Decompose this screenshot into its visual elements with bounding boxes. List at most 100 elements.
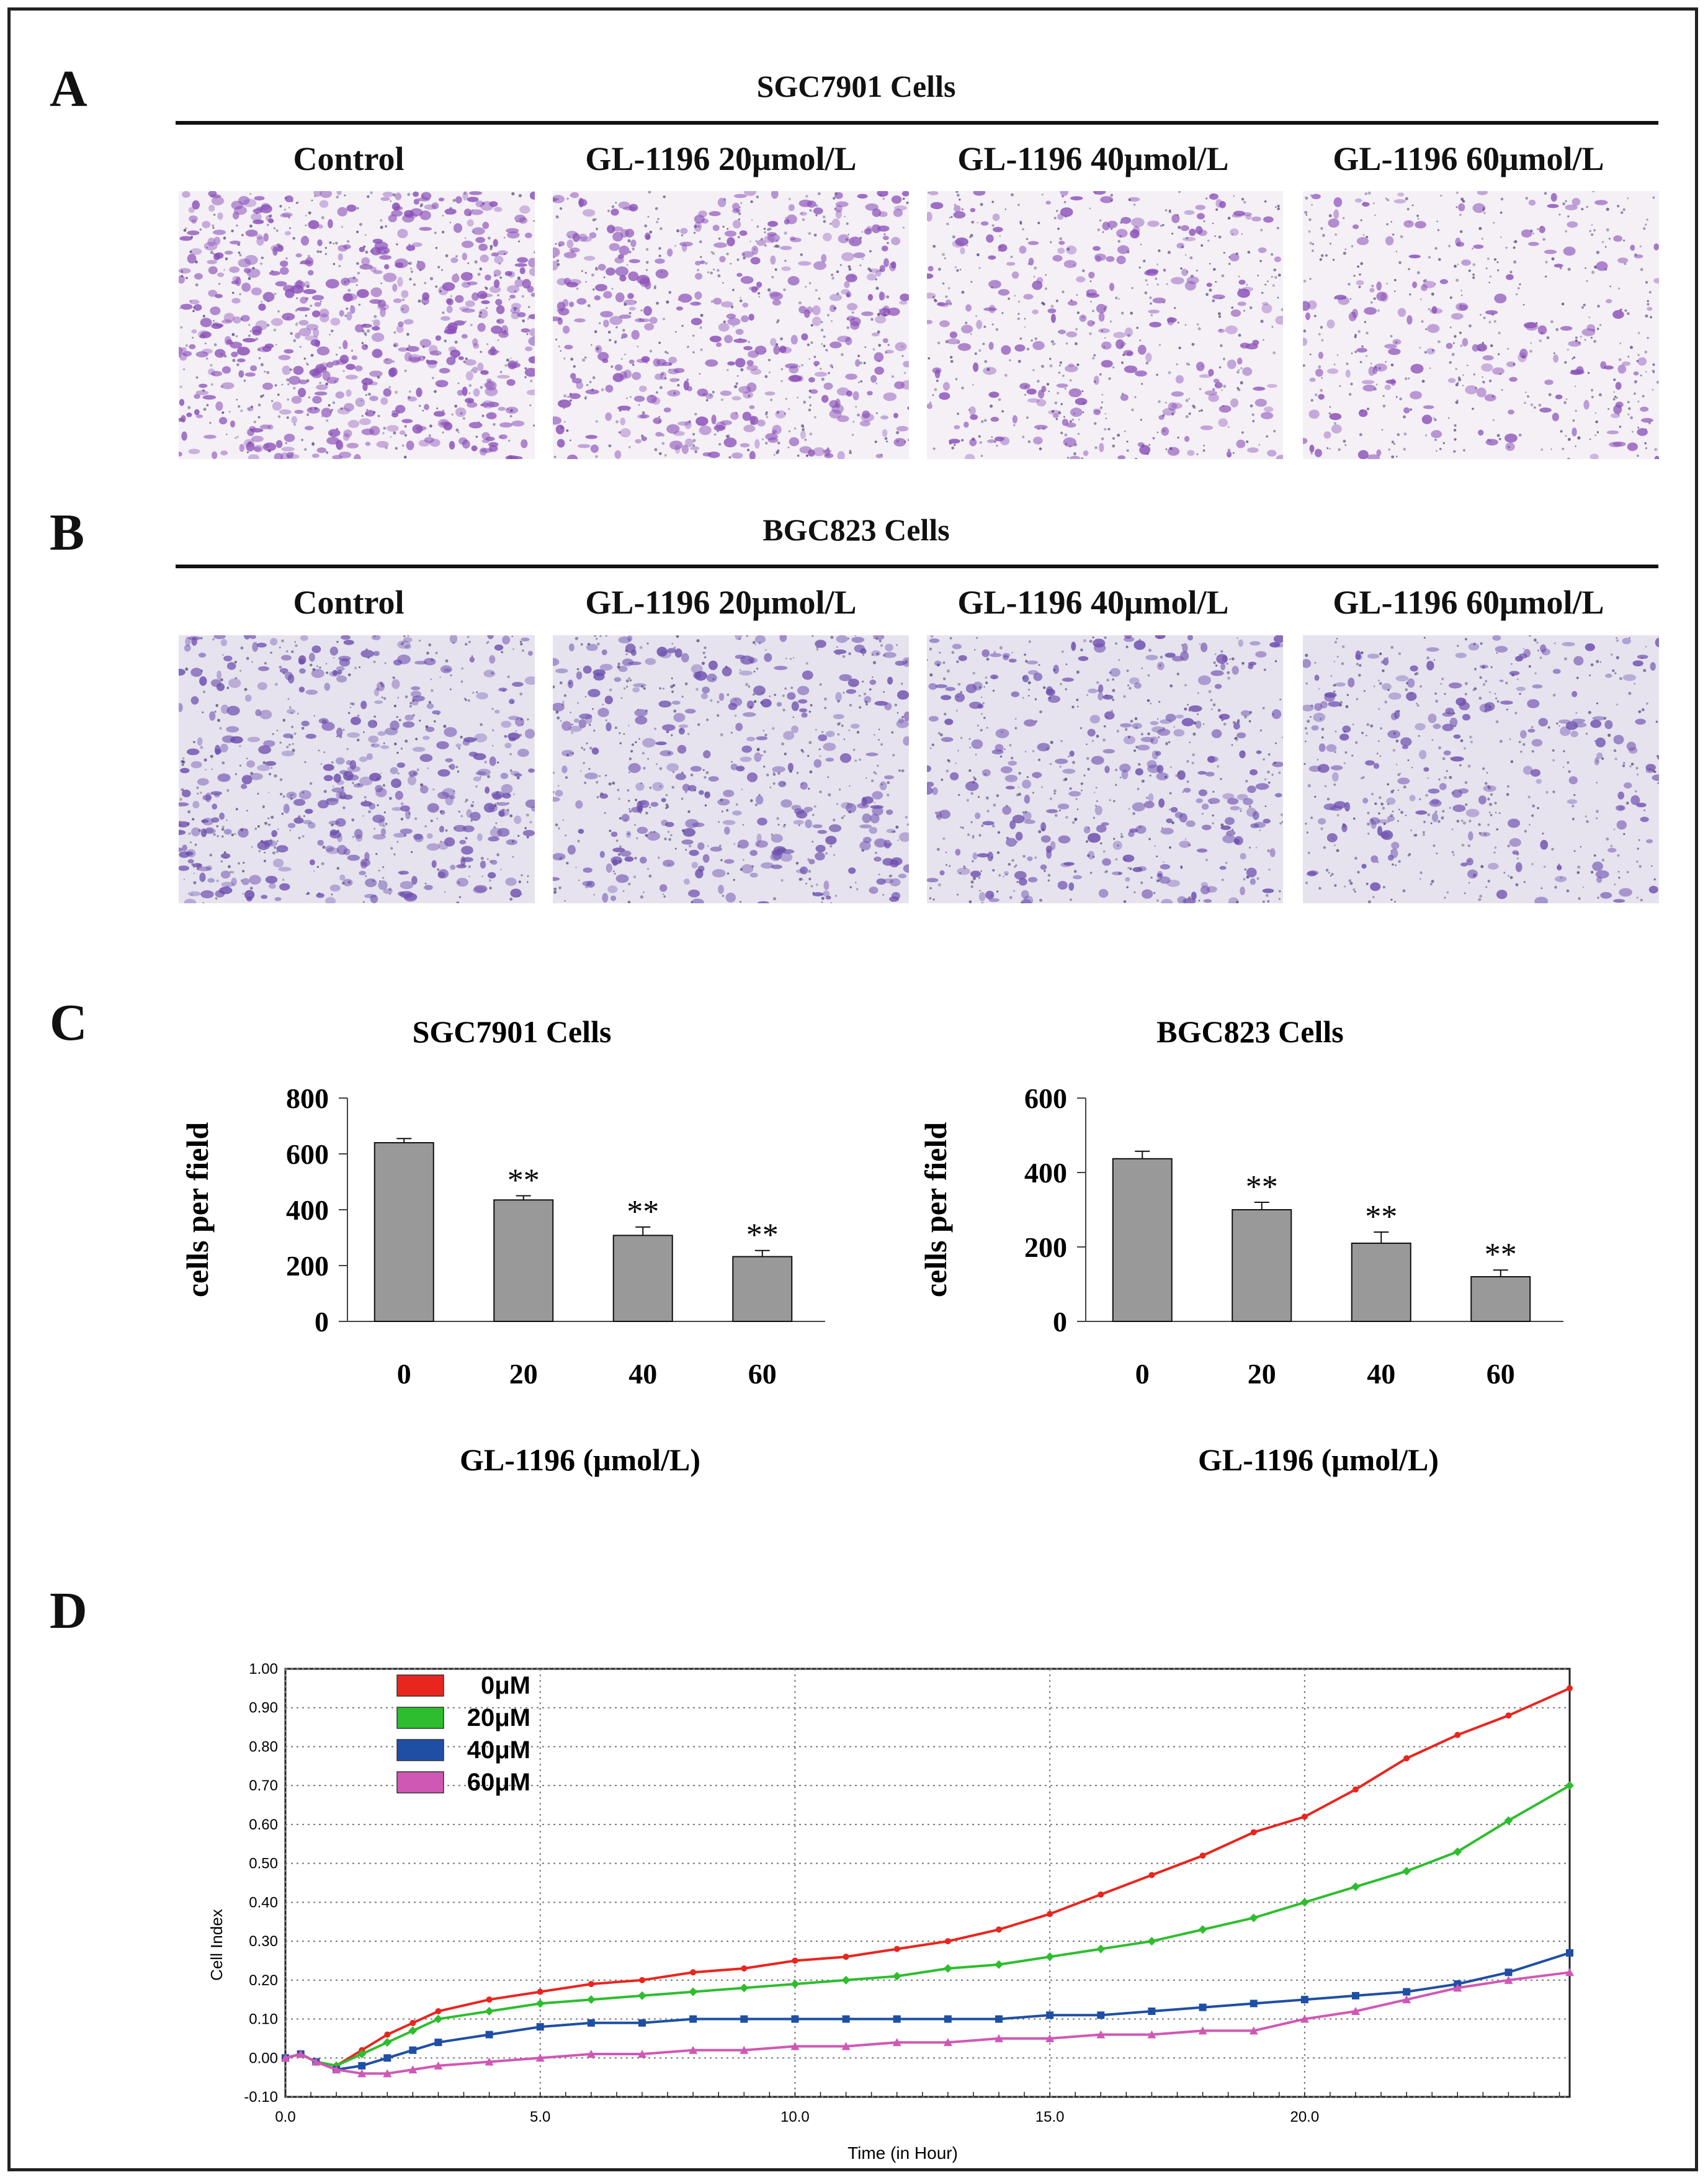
micrograph-background — [1303, 635, 1659, 903]
y-tick-label: 200 — [286, 1250, 329, 1282]
series-point-3 — [535, 2053, 545, 2062]
x-tick-label: 0.0 — [275, 2109, 295, 2125]
series-point-3 — [790, 2042, 800, 2050]
series-point-0 — [843, 1954, 849, 1960]
series-point-3 — [383, 2069, 392, 2078]
legend-label: 20μM — [467, 1704, 530, 1731]
x-tick-label: 60 — [748, 1358, 777, 1390]
series-point-3 — [408, 2065, 418, 2074]
micrograph-b-20 — [553, 635, 909, 903]
series-point-2 — [689, 2015, 697, 2023]
series-point-1 — [1198, 1925, 1207, 1934]
series-point-1 — [638, 1991, 646, 2000]
series-point-3 — [1351, 2007, 1360, 2015]
series-point-1 — [1300, 1898, 1309, 1907]
legend-label: 40μM — [467, 1736, 530, 1764]
micrograph-pores — [927, 635, 1283, 903]
series-point-2 — [1097, 2011, 1105, 2019]
series-point-2 — [1403, 1988, 1411, 1996]
series-point-2 — [1250, 1999, 1258, 2008]
x-tick-label: 15.0 — [1035, 2109, 1065, 2125]
series-point-1 — [995, 1960, 1003, 1969]
series-point-0 — [486, 1996, 493, 2003]
series-line-3 — [285, 1971, 1570, 2075]
micrograph-image — [1303, 635, 1659, 903]
panel-b-col-label: GL-1196 40μmol/L — [957, 584, 1229, 621]
micrograph-a-40 — [927, 191, 1283, 459]
panel-a-col-label: Control — [293, 140, 405, 177]
series-point-1 — [434, 2014, 443, 2024]
series-point-3 — [1402, 1995, 1411, 2004]
y-tick-label: 1.00 — [249, 1661, 278, 1677]
series-point-3 — [296, 2050, 305, 2058]
series-point-1 — [892, 1972, 901, 1981]
micrograph-image — [553, 191, 909, 459]
series-line-2 — [285, 1951, 1570, 2071]
series-point-0 — [690, 1969, 697, 1976]
legend-label: 0μM — [481, 1672, 530, 1699]
bar — [373, 1142, 434, 1322]
plot-area — [284, 1668, 1571, 2098]
y-tick-label: 0.00 — [249, 2050, 278, 2066]
series-point-1 — [1249, 1913, 1258, 1923]
micrograph-a-control — [179, 191, 535, 459]
series-point-0 — [1353, 1786, 1359, 1793]
panel-b-letter: B — [50, 504, 85, 561]
bar — [1232, 1209, 1292, 1322]
panel-a-title: SGC7901 Cells — [756, 69, 956, 104]
series-point-0 — [1505, 1712, 1512, 1719]
series-point-3 — [1453, 1983, 1462, 1992]
y-tick-label: 0.30 — [249, 1933, 278, 1950]
micrograph-cells — [1303, 191, 1659, 459]
micrograph-b-40 — [927, 635, 1283, 903]
series-point-0 — [1454, 1731, 1461, 1738]
series-point-2 — [358, 2062, 366, 2070]
x-tick-label: 60 — [1487, 1358, 1515, 1390]
series-point-3 — [434, 2061, 443, 2070]
series-point-1 — [1147, 1937, 1156, 1946]
series-point-3 — [357, 2069, 367, 2078]
series-point-1 — [740, 1983, 749, 1993]
x-tick-label: 20 — [1248, 1358, 1276, 1390]
y-tick-label: 0.60 — [249, 1816, 278, 1833]
x-tick-label: 0 — [1135, 1358, 1150, 1390]
series-point-2 — [1148, 2008, 1156, 2015]
significance-label: ** — [1246, 1169, 1278, 1205]
significance-label: ** — [627, 1194, 659, 1230]
series-point-2 — [1566, 1949, 1573, 1957]
series-point-2 — [995, 2015, 1003, 2023]
panel-d-letter: D — [50, 1582, 87, 1640]
series-point-3 — [1198, 2026, 1207, 2035]
series-point-3 — [1096, 2030, 1106, 2039]
series-point-2 — [587, 2019, 595, 2027]
series-point-3 — [586, 2050, 596, 2058]
micrograph-pores — [553, 635, 909, 903]
x-tick-label: 20 — [509, 1358, 538, 1390]
y-axis-label: cells per field — [180, 1122, 215, 1298]
y-tick-label: 0.80 — [249, 1738, 278, 1755]
micrograph-b-60 — [1303, 635, 1659, 903]
series-point-0 — [1047, 1911, 1053, 1918]
series-line-0 — [285, 1687, 1570, 2067]
series-point-0 — [1250, 1829, 1257, 1836]
bar — [732, 1256, 793, 1323]
series-point-1 — [535, 1999, 545, 2008]
micrograph-cells — [553, 191, 909, 459]
series-point-0 — [1403, 1755, 1410, 1762]
significance-label: ** — [1365, 1199, 1397, 1235]
series-point-0 — [435, 2008, 442, 2014]
series-point-3 — [1147, 2030, 1156, 2039]
micrograph-image — [927, 191, 1283, 459]
micrograph-cells — [927, 191, 1283, 459]
series-point-3 — [841, 2042, 851, 2050]
series-point-2 — [485, 2030, 493, 2039]
series-point-0 — [537, 1988, 543, 1995]
series-point-3 — [1300, 2014, 1309, 2023]
series-point-1 — [485, 2007, 494, 2016]
y-tick-label: 0.90 — [249, 1700, 278, 1717]
bar — [1112, 1158, 1173, 1323]
micrograph-cells — [179, 191, 535, 459]
bar — [1470, 1276, 1531, 1322]
y-tick-label: 400 — [286, 1194, 329, 1226]
legend-swatch — [396, 1739, 444, 1761]
